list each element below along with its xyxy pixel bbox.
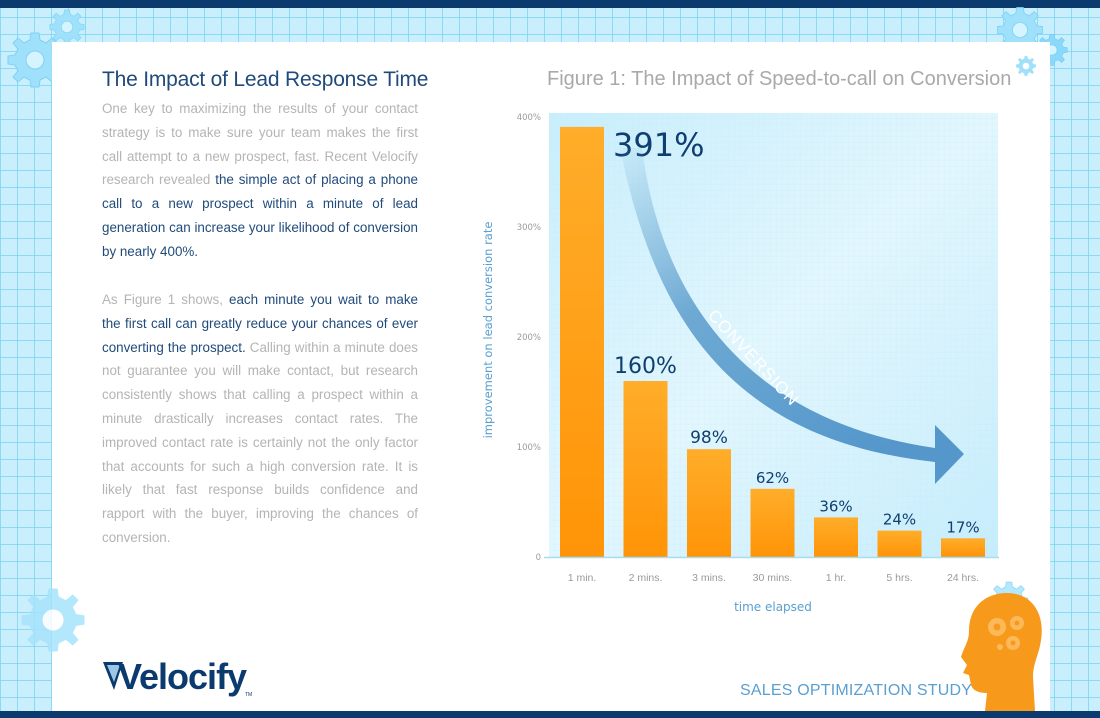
gear-icon: [21, 588, 85, 652]
bar: [877, 530, 922, 557]
x-tick-label: 24 hrs.: [947, 572, 979, 584]
data-label: 62%: [756, 469, 789, 487]
y-tick-label: 100%: [517, 443, 541, 453]
x-tick-label: 3 mins.: [692, 572, 726, 584]
study-label: SALES OPTIMIZATION STUDY: [740, 682, 973, 699]
gear-icon: [7, 32, 63, 88]
data-label: 24%: [883, 511, 916, 529]
bottom-border-bar: [0, 711, 1100, 718]
y-tick-label: 400%: [517, 113, 541, 123]
y-tick-label: 300%: [517, 223, 541, 233]
data-label: 17%: [946, 518, 979, 536]
bar: [623, 381, 668, 557]
paragraph-text: One key to maximizing the results of you…: [102, 101, 418, 188]
article-paragraph-2: As Figure 1 shows, each minute you wait …: [102, 288, 418, 550]
velocify-logo-icon: [103, 662, 123, 690]
article-paragraph-1: One key to maximizing the results of you…: [102, 97, 418, 264]
article-title: The Impact of Lead Response Time: [102, 68, 429, 91]
y-tick-label: 200%: [517, 333, 541, 343]
gear-icon: [49, 9, 85, 45]
bar: [560, 126, 604, 558]
x-axis-label: time elapsed: [734, 600, 812, 614]
gear-icon: [997, 7, 1043, 53]
x-tick-label: 30 mins.: [753, 572, 793, 584]
x-tick-label: 1 hr.: [826, 572, 846, 584]
velocify-logo: Velocify: [118, 656, 247, 697]
trademark: TM: [245, 692, 253, 698]
x-tick-label: 5 hrs.: [886, 572, 912, 584]
paragraph-text: As Figure 1 shows,: [102, 292, 230, 307]
gear-icon: [1016, 56, 1036, 76]
x-tick-label: 2 mins.: [629, 572, 663, 584]
y-tick-label: 0: [536, 553, 541, 563]
bar: [941, 538, 985, 557]
paragraph-text: Calling within a minute does not guarant…: [102, 339, 418, 545]
data-label: 160%: [614, 354, 677, 379]
bar: [750, 488, 795, 557]
bar: [687, 449, 731, 557]
x-tick-label: 1 min.: [568, 572, 597, 584]
highlighted-text: each minute you wait to make the first c…: [102, 292, 418, 355]
data-label: 36%: [819, 497, 852, 515]
conversion-arrow: [620, 148, 964, 484]
data-label: 98%: [690, 428, 728, 448]
highlighted-text: the simple act of placing a phone call t…: [102, 172, 418, 259]
bar: [814, 517, 858, 557]
y-axis-label: improvement on lead conversion rate: [481, 222, 495, 439]
top-border-bar: [0, 0, 1100, 8]
head-with-gears-icon: [961, 593, 1042, 711]
chart-title: Figure 1: The Impact of Speed-to-call on…: [547, 68, 1012, 90]
